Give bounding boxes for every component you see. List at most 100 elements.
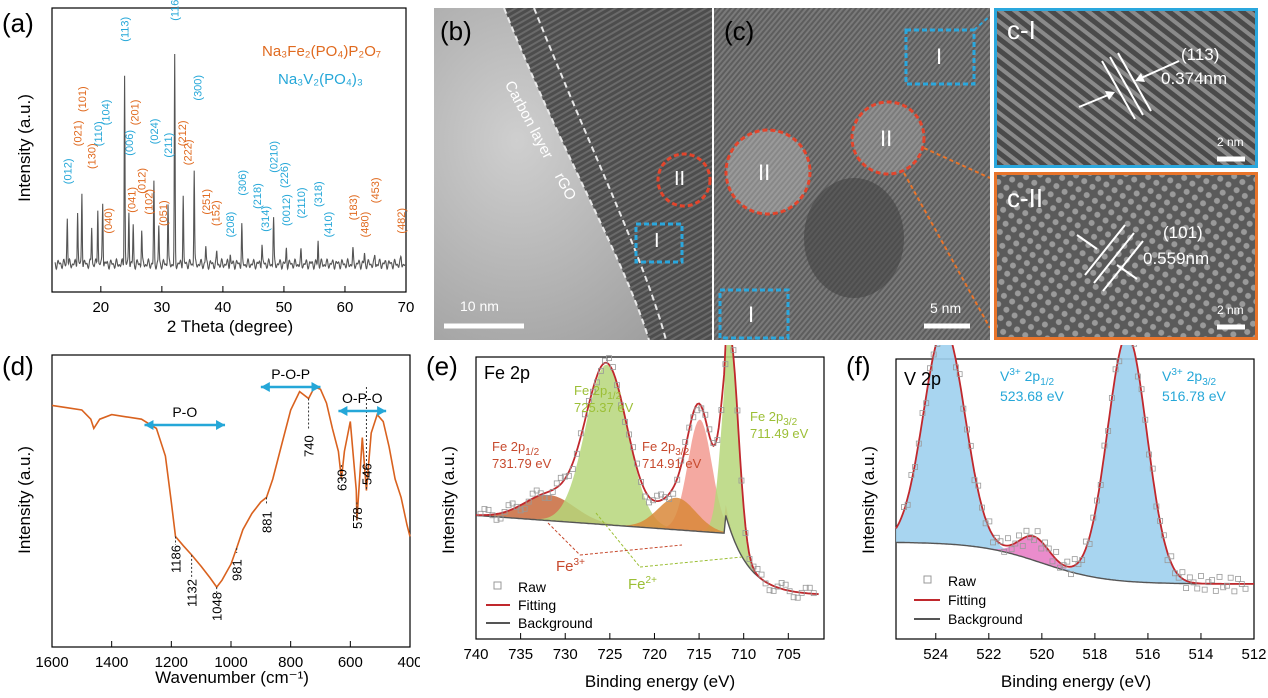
raw-point [634, 460, 640, 467]
raw-point [774, 583, 781, 590]
raw-point [1001, 548, 1008, 555]
raw-point [1172, 570, 1178, 577]
raw-point [1108, 395, 1115, 401]
x-tick-label: 720 [642, 646, 667, 663]
hkl-label: (218) [252, 183, 264, 209]
x-tick-label: 30 [154, 299, 171, 316]
raw-point [1016, 532, 1022, 539]
hkl-label: (211) [163, 133, 175, 158]
ftir-spectrum [51, 385, 411, 589]
raw-point [1053, 548, 1060, 555]
raw-point [915, 440, 922, 447]
x-tick-label: 520 [1029, 646, 1054, 663]
raw-point [953, 364, 959, 371]
raw-point [666, 496, 673, 502]
x-tick-label: 1000 [214, 654, 247, 671]
region-label: O-P-O [342, 390, 383, 406]
scale-bar-c: 5 nm [930, 300, 962, 316]
fe3-guide [579, 544, 683, 556]
raw-point [557, 474, 564, 481]
inset-c-i-dspacing: 0.374nm [1161, 69, 1228, 88]
inset-c-ii-scale: 2 nm [1217, 303, 1244, 317]
legend-label: Background [948, 611, 1023, 627]
hkl-label: (300) [192, 75, 204, 101]
band-label: 881 [260, 511, 275, 533]
raw-point [1042, 539, 1048, 546]
x-tick-label: 20 [92, 299, 109, 316]
band-label: 630 [334, 469, 349, 491]
ftir-ylabel: Intensity (a.u.) [15, 446, 34, 554]
hkl-label: (110) [93, 121, 105, 146]
plot-frame [51, 7, 407, 293]
panel-b-label: (b) [440, 16, 472, 46]
raw-point [956, 371, 963, 378]
peak-label: Fe 2p3/2 [750, 409, 798, 428]
raw-point [521, 505, 528, 512]
raw-point [997, 538, 1004, 545]
raw-point [1186, 574, 1193, 581]
raw-point [1146, 451, 1152, 458]
raw-point [630, 444, 636, 451]
raw-point [1101, 442, 1108, 449]
hkl-label: (208) [225, 212, 237, 238]
panel-c-label: (c) [724, 16, 755, 46]
raw-point [1064, 558, 1071, 565]
raw-point [481, 506, 488, 512]
hkl-label: (183) [348, 195, 360, 221]
inset-c-ii-dspacing: 0.559nm [1143, 249, 1210, 268]
hkl-label: (201) [129, 100, 141, 126]
raw-point [1090, 514, 1097, 521]
peak-value: 731.79 eV [492, 456, 552, 471]
x-tick-label: 800 [278, 654, 303, 671]
hkl-label: (102) [143, 189, 155, 215]
x-tick-label: 70 [398, 299, 415, 316]
legend-marker [923, 575, 932, 584]
raw-point [1075, 561, 1082, 568]
raw-point [1097, 482, 1104, 488]
fe2p-xlabel: Binding energy (eV) [585, 672, 735, 691]
raw-point [1164, 557, 1171, 564]
hkl-label: (051) [158, 200, 170, 226]
raw-point [682, 439, 689, 445]
x-tick-label: 512 [1241, 646, 1266, 663]
raw-point [1071, 556, 1078, 563]
raw-point [1134, 373, 1141, 380]
raw-point [650, 497, 657, 504]
raw-point [930, 351, 937, 358]
raw-point [714, 437, 721, 443]
raw-point [1231, 588, 1238, 595]
raw-point [802, 584, 809, 591]
hkl-label: (0012) [281, 194, 293, 226]
hkl-label: (021) [73, 121, 85, 147]
hkl-label: (024) [149, 119, 161, 145]
x-tick-label: 1200 [155, 654, 188, 671]
raw-point [525, 498, 532, 505]
raw-point [806, 584, 813, 591]
hkl-label: (130) [87, 143, 99, 169]
band-label: 578 [350, 507, 365, 529]
panel-d-label: (d) [2, 351, 34, 381]
arrow-head [311, 382, 321, 392]
raw-point [553, 480, 560, 487]
raw-point [654, 492, 661, 499]
region-i-label-c-top: I [936, 44, 943, 69]
arrow-head [260, 382, 270, 392]
raw-point [710, 440, 717, 446]
raw-point [1212, 587, 1219, 594]
region-ii-label-b: II [674, 168, 686, 190]
raw-point [618, 402, 624, 409]
peak-label: V3+ 2p1/2 [1000, 367, 1055, 388]
v2p-ylabel: Intensity (a.u.) [859, 446, 878, 554]
xrd-xlabel: 2 Theta (degree) [167, 317, 293, 336]
fit-component [476, 345, 819, 595]
peak-value: 523.68 eV [1000, 388, 1064, 404]
raw-point [1068, 571, 1074, 578]
v2p-chart: (f) 524 522 520 518 516 514 512 V3+ 2p1/2523.68… [846, 345, 1267, 691]
hkl-label: (410) [323, 212, 335, 238]
hkl-label: (101) [77, 86, 89, 112]
hkl-label: (040) [103, 208, 115, 234]
raw-point [1190, 579, 1197, 586]
raw-point [1008, 546, 1015, 553]
inset-c-i-picture [997, 11, 1255, 165]
